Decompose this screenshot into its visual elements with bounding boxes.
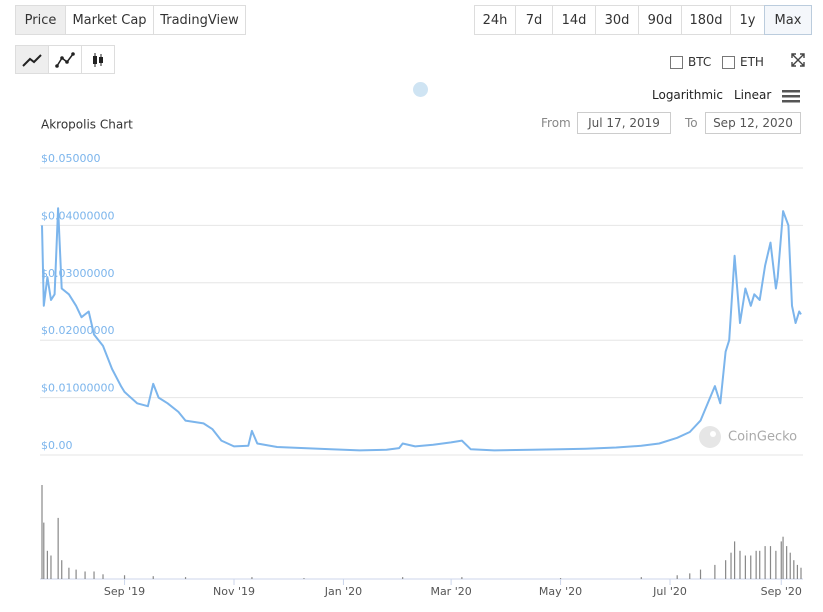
to-label: To — [685, 116, 698, 130]
volume-bar — [461, 577, 463, 579]
volume-bar — [559, 578, 562, 579]
volume-bar — [251, 577, 253, 579]
x-tick-label: May '20 — [539, 585, 582, 598]
icon — [55, 51, 75, 68]
volume-bar — [734, 541, 736, 579]
volume-bar — [57, 517, 59, 579]
x-tick-label: Mar '20 — [430, 585, 471, 598]
range-button[interactable]: 180d — [681, 5, 731, 35]
volume-bar — [800, 567, 802, 579]
volume-bar — [759, 550, 761, 579]
volume-bar — [41, 485, 43, 579]
fullscreen-button[interactable] — [783, 45, 812, 74]
volume-bar — [640, 577, 642, 579]
y-tick-label: $0.03000000 — [41, 267, 114, 280]
volume-bar — [184, 577, 187, 579]
volume-bar — [750, 555, 752, 579]
tab[interactable]: Price — [15, 5, 66, 35]
checkbox[interactable] — [670, 56, 683, 69]
from-label: From — [541, 116, 571, 130]
candlestick-button[interactable] — [81, 45, 115, 74]
volume-bar — [50, 555, 52, 579]
watermark: CoinGecko — [699, 426, 797, 448]
x-tick-label: Jan '20 — [324, 585, 362, 598]
volume-bar — [402, 577, 404, 579]
volume-bar — [782, 536, 784, 579]
volume-bar — [689, 573, 691, 579]
volume-bar — [744, 555, 746, 579]
volume-bar — [61, 560, 63, 579]
x-tick-label: Jul '20 — [652, 585, 687, 598]
volume-bar — [796, 564, 799, 579]
volume-bar — [725, 560, 727, 579]
volume-bar — [793, 560, 795, 579]
tab[interactable]: Market Cap — [65, 5, 154, 35]
loading-indicator — [413, 82, 428, 97]
volume-bar — [123, 575, 126, 579]
date-input[interactable]: Jul 17, 2019 — [577, 112, 671, 134]
volume-bar — [102, 574, 104, 579]
volume-bar — [755, 550, 757, 579]
range-button[interactable]: 1y — [730, 5, 765, 35]
checkbox[interactable] — [722, 56, 735, 69]
range-button[interactable]: 7d — [515, 5, 553, 35]
icon — [22, 53, 42, 67]
volume-bar — [68, 567, 70, 579]
volume-bar — [699, 569, 702, 579]
price-line — [41, 207, 802, 452]
volume-bar — [676, 575, 678, 579]
icon — [93, 52, 103, 67]
volume-bar — [775, 550, 777, 579]
y-tick-label: $0.02000000 — [41, 324, 114, 337]
compare-label: ETH — [740, 55, 764, 69]
volume-bar — [769, 546, 772, 579]
y-tick-label: $0.00 — [41, 439, 73, 452]
volume-bar — [152, 576, 154, 579]
date-input[interactable]: Sep 12, 2020 — [705, 112, 801, 134]
chart-title: Akropolis Chart — [41, 118, 133, 132]
line-chart-button[interactable] — [15, 45, 49, 74]
volume-bar — [43, 522, 45, 579]
range-button[interactable]: Max — [764, 5, 812, 35]
y-tick-label: $0.01000000 — [41, 382, 114, 395]
icon — [790, 52, 805, 67]
volume-bar — [714, 564, 716, 579]
volume-bar — [780, 541, 782, 579]
watermark-text: CoinGecko — [728, 430, 797, 445]
scale-option[interactable]: Logarithmic — [652, 88, 723, 102]
volume-bar — [46, 550, 48, 579]
y-tick-label: $0.04000000 — [41, 209, 114, 222]
menu-button[interactable] — [782, 88, 800, 107]
volume-bar — [789, 552, 791, 579]
volume-bar — [303, 578, 305, 579]
range-button[interactable]: 30d — [595, 5, 639, 35]
volume-bar — [730, 552, 732, 579]
x-tick-label: Sep '20 — [761, 585, 802, 598]
range-button[interactable]: 90d — [638, 5, 682, 35]
ohlc-line-button[interactable] — [48, 45, 82, 74]
y-tick-label: $0.050000 — [41, 152, 101, 165]
volume-bar — [739, 550, 741, 579]
volume-bar — [786, 546, 788, 579]
volume-bar — [764, 546, 766, 579]
x-tick-label: Nov '19 — [213, 585, 255, 598]
x-tick-label: Sep '19 — [104, 585, 145, 598]
volume-bar — [84, 571, 86, 579]
tab[interactable]: TradingView — [153, 5, 246, 35]
icon — [782, 90, 800, 103]
scale-option[interactable]: Linear — [734, 88, 772, 102]
volume-bar — [93, 571, 95, 579]
volume-bar — [75, 569, 77, 579]
compare-label: BTC — [688, 55, 712, 69]
